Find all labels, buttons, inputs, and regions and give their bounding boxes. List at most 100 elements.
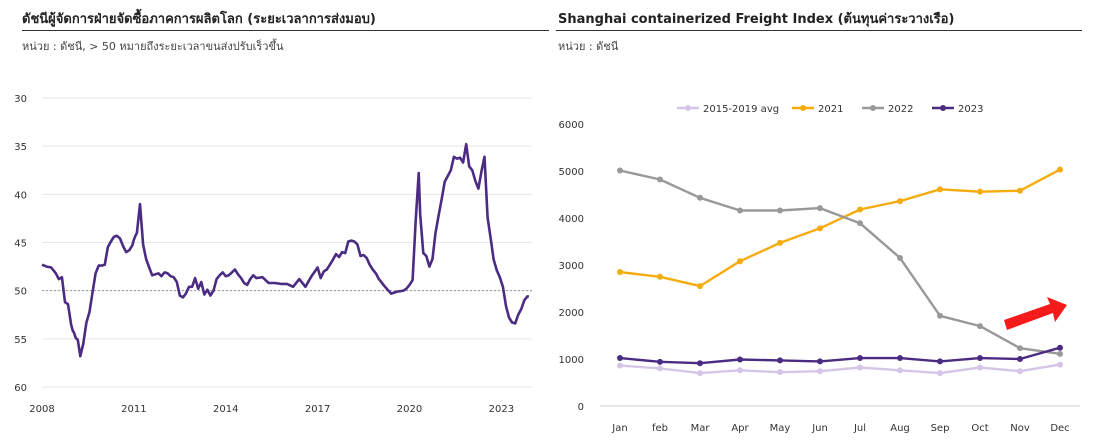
data-point bbox=[737, 356, 743, 363]
x-tick-label: Sep bbox=[931, 423, 950, 434]
y-tick-label: 5000 bbox=[559, 167, 584, 178]
data-point bbox=[857, 355, 863, 362]
data-point bbox=[1057, 361, 1063, 368]
data-point bbox=[657, 176, 663, 183]
data-point bbox=[1057, 166, 1063, 173]
scfi-panel: Shanghai containerized Freight Index (ต้… bbox=[556, 0, 1086, 445]
data-point bbox=[977, 323, 983, 330]
y-tick-label: 60 bbox=[14, 383, 27, 394]
data-point bbox=[937, 370, 943, 377]
red-arrow-icon bbox=[1004, 297, 1067, 330]
x-tick-label: Oct bbox=[971, 423, 988, 434]
pmi-series-line bbox=[41, 142, 529, 358]
pmi-panel: ดัชนีผู้จัดการฝ่ายจัดซื้อภาคการผลิตโลก (… bbox=[14, 12, 549, 415]
y-tick-label: 1000 bbox=[559, 355, 584, 366]
data-point bbox=[817, 205, 823, 212]
series-line bbox=[619, 363, 1061, 375]
data-point bbox=[1017, 368, 1023, 375]
data-point bbox=[1017, 356, 1023, 362]
x-tick-label: Jul bbox=[853, 423, 866, 434]
data-point bbox=[737, 258, 743, 265]
data-point bbox=[857, 206, 863, 213]
scfi-title-rule bbox=[556, 30, 1082, 31]
y-tick-label: 50 bbox=[14, 287, 27, 298]
data-point bbox=[777, 207, 783, 214]
y-tick-label: 6000 bbox=[559, 120, 584, 131]
data-point bbox=[937, 358, 943, 365]
data-point bbox=[697, 360, 703, 367]
data-point bbox=[897, 367, 903, 374]
data-point bbox=[1017, 345, 1023, 352]
scfi-line-chart: 0 1000 2000 3000 4000 5000 6000 Jan feb Mar Apr May… bbox=[559, 104, 1080, 434]
legend-marker bbox=[685, 105, 691, 111]
pmi-chart-title: ดัชนีผู้จัดการฝ่ายจัดซื้อภาคการผลิตโลก (… bbox=[22, 12, 376, 27]
y-tick-label: 0 bbox=[578, 402, 584, 413]
data-point bbox=[897, 254, 903, 261]
x-tick-label: 2011 bbox=[121, 404, 146, 415]
x-tick-label: Dec bbox=[1050, 423, 1069, 434]
data-point bbox=[937, 312, 943, 319]
data-point bbox=[697, 370, 703, 377]
x-tick-label: Mar bbox=[691, 423, 711, 434]
data-point bbox=[1017, 187, 1023, 194]
data-point bbox=[617, 269, 623, 276]
y-tick-label: 35 bbox=[14, 142, 27, 153]
x-tick-label: 2020 bbox=[397, 404, 422, 415]
y-tick-label: 4000 bbox=[559, 214, 584, 225]
data-point bbox=[777, 369, 783, 376]
series-line bbox=[619, 168, 1061, 288]
data-point bbox=[657, 365, 663, 372]
pmi-title-rule bbox=[22, 30, 549, 31]
data-point bbox=[657, 358, 663, 365]
x-tick-label: Jan bbox=[611, 423, 627, 434]
x-tick-label: Nov bbox=[1010, 423, 1030, 434]
data-point bbox=[857, 220, 863, 227]
legend-marker bbox=[800, 105, 806, 111]
x-tick-label: May bbox=[770, 423, 791, 434]
legend-marker bbox=[940, 105, 946, 111]
data-point bbox=[817, 368, 823, 375]
y-tick-label: 40 bbox=[14, 190, 27, 201]
y-tick-label: 30 bbox=[14, 94, 27, 105]
y-tick-label: 3000 bbox=[559, 261, 584, 272]
data-point bbox=[737, 367, 743, 374]
legend-label: 2023 bbox=[958, 104, 983, 115]
x-tick-label: 2008 bbox=[29, 404, 54, 415]
data-point bbox=[897, 198, 903, 205]
data-point bbox=[857, 364, 863, 371]
legend-label: 2022 bbox=[888, 104, 913, 115]
series-line bbox=[619, 346, 1061, 365]
data-point bbox=[777, 357, 783, 364]
series-line bbox=[619, 169, 1061, 355]
data-point bbox=[617, 362, 623, 369]
x-tick-label: 2017 bbox=[305, 404, 330, 415]
y-tick-label: 45 bbox=[14, 239, 27, 250]
data-point bbox=[617, 167, 623, 174]
x-tick-label: 2023 bbox=[489, 404, 514, 415]
data-point bbox=[737, 207, 743, 214]
x-tick-label: Apr bbox=[731, 423, 749, 434]
data-point bbox=[977, 364, 983, 371]
x-tick-label: Jun bbox=[811, 423, 828, 434]
x-tick-label: feb bbox=[652, 423, 668, 434]
data-point bbox=[817, 358, 823, 365]
data-point bbox=[977, 188, 983, 195]
scfi-chart-subtitle: หน่วย : ดัชนี bbox=[558, 40, 619, 53]
scfi-chart-title: Shanghai containerized Freight Index (ต้… bbox=[558, 12, 955, 27]
data-point bbox=[817, 225, 823, 232]
data-point bbox=[1057, 344, 1063, 351]
data-point bbox=[897, 355, 903, 362]
data-point bbox=[1057, 350, 1063, 357]
data-point bbox=[777, 239, 783, 246]
data-point bbox=[697, 194, 703, 201]
x-tick-label: Aug bbox=[890, 423, 910, 434]
x-tick-label: 2014 bbox=[213, 404, 238, 415]
legend-label: 2015-2019 avg bbox=[703, 104, 779, 115]
data-point bbox=[617, 355, 623, 362]
y-tick-label: 55 bbox=[14, 335, 27, 346]
pmi-chart-subtitle: หน่วย : ดัชนี, > 50 หมายถึงระยะเวลาขนส่ง… bbox=[22, 40, 284, 53]
data-point bbox=[657, 273, 663, 280]
y-tick-label: 2000 bbox=[559, 308, 584, 319]
legend-marker bbox=[870, 105, 876, 111]
